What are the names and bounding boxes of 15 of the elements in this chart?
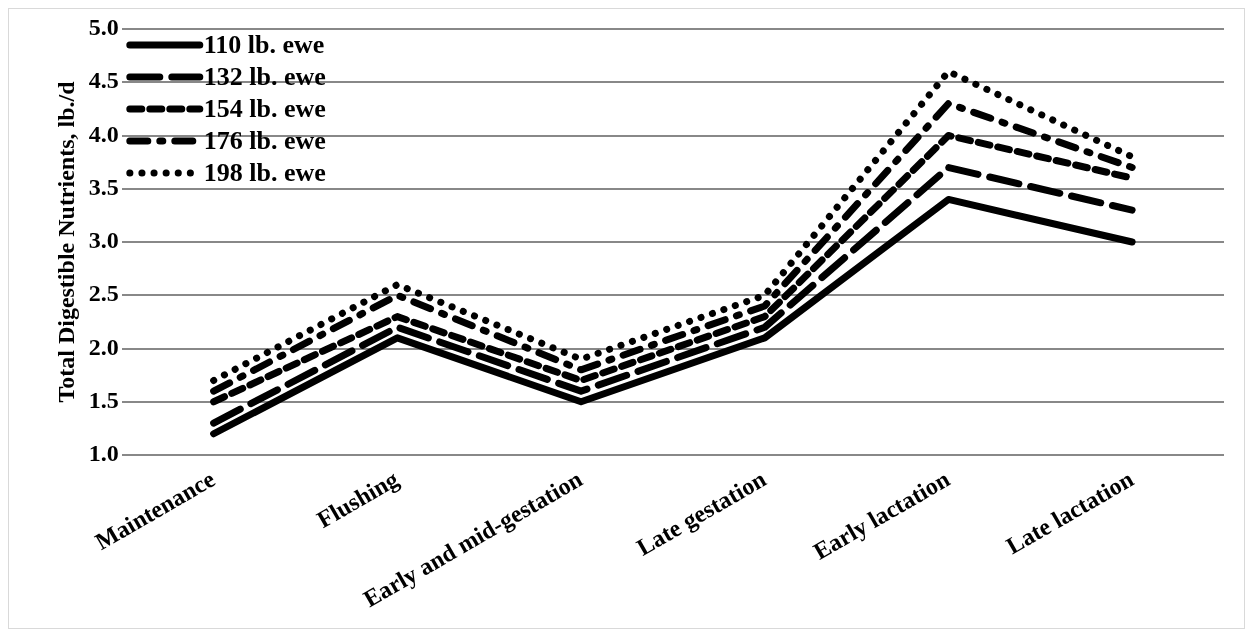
- y-tick-label: 1.5: [88, 387, 119, 413]
- y-tick-label: 2.0: [88, 333, 119, 360]
- y-tick-label: 3.5: [88, 173, 119, 200]
- legend-label: 198 lb. ewe: [203, 157, 326, 187]
- legend-label: 154 lb. ewe: [203, 93, 326, 123]
- y-tick-label: 4.5: [88, 67, 119, 94]
- legend-label: 132 lb. ewe: [203, 61, 326, 91]
- legend-label: 110 lb. ewe: [203, 29, 325, 59]
- y-tick-label: 5.0: [88, 14, 119, 41]
- y-tick-label: 3.0: [88, 227, 119, 254]
- y-tick-label: 4.0: [88, 120, 119, 147]
- legend-label: 176 lb. ewe: [203, 125, 326, 155]
- y-tick-label: 1.0: [88, 440, 119, 467]
- y-tick-label: 2.5: [88, 280, 119, 307]
- y-axis-title: Total Digestible Nutrients, lb./d: [52, 80, 79, 403]
